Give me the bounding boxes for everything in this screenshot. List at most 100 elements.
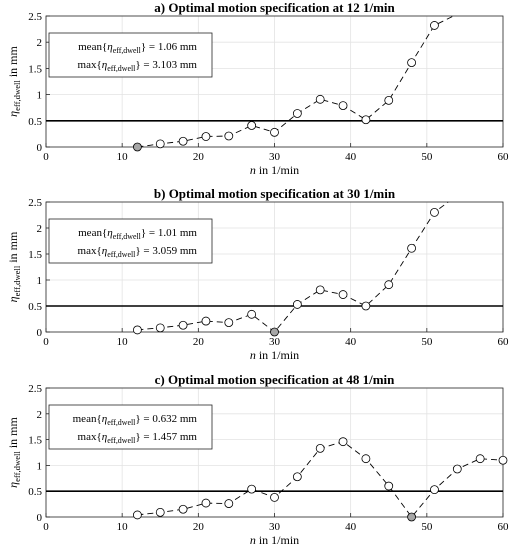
x-tick-label: 50 <box>421 336 433 348</box>
y-tick-label: 2 <box>37 223 43 235</box>
stats-mean: mean{ηeff,dwell} = 0.632 mm <box>73 413 198 427</box>
data-point <box>201 498 211 508</box>
y-tick-label: 0.5 <box>28 116 42 128</box>
y-axis-label: ηeff,dwell in mm <box>6 416 22 487</box>
data-point <box>247 121 257 130</box>
y-tick-label: 2 <box>37 409 43 421</box>
x-axis-label: n in 1/min <box>250 348 299 362</box>
x-tick-label: 40 <box>345 336 357 348</box>
y-tick-label: 1 <box>37 275 43 287</box>
data-point <box>407 58 417 68</box>
x-tick-label: 50 <box>421 521 433 533</box>
x-tick-label: 40 <box>345 151 357 163</box>
data-point <box>178 320 188 330</box>
x-tick-label: 60 <box>498 336 510 348</box>
y-tick-label: 0.5 <box>28 301 42 313</box>
data-point <box>155 323 165 333</box>
data-point <box>498 455 508 465</box>
data-point <box>201 316 211 326</box>
data-point <box>475 454 485 464</box>
x-axis-label: n in 1/min <box>250 163 299 177</box>
data-point <box>430 207 439 217</box>
data-point <box>338 101 348 111</box>
stats-mean: mean{ηeff,dwell} = 1.06 mm <box>78 41 197 55</box>
y-tick-label: 2.5 <box>28 383 42 395</box>
x-tick-label: 0 <box>43 521 49 533</box>
y-axis-label: ηeff,dwell in mm <box>6 231 22 302</box>
x-axis-label: n in 1/min <box>250 533 299 547</box>
highlight-point <box>270 327 279 337</box>
data-point <box>224 499 234 508</box>
y-tick-label: 0 <box>37 142 43 154</box>
data-point <box>338 437 348 447</box>
x-tick-label: 10 <box>117 151 129 163</box>
y-tick-label: 2.5 <box>28 11 42 23</box>
x-tick-label: 0 <box>43 336 49 348</box>
stats-box <box>48 32 213 78</box>
x-tick-label: 60 <box>498 151 510 163</box>
data-point <box>430 485 439 495</box>
data-point <box>270 127 279 137</box>
data-point <box>407 243 417 253</box>
data-point <box>247 309 257 319</box>
x-tick-label: 30 <box>269 336 281 348</box>
y-tick-label: 2.5 <box>28 197 42 209</box>
data-point <box>155 507 165 517</box>
highlight-point <box>132 142 142 152</box>
data-point <box>315 285 325 295</box>
y-tick-label: 0.5 <box>28 486 42 498</box>
data-point <box>292 300 302 309</box>
y-tick-label: 2 <box>37 37 43 49</box>
data-point <box>270 492 279 502</box>
data-point <box>224 131 234 141</box>
data-point <box>384 95 394 105</box>
data-point <box>201 132 211 141</box>
data-point <box>430 21 439 30</box>
x-tick-label: 0 <box>43 151 49 163</box>
x-tick-label: 50 <box>421 151 433 163</box>
stats-box <box>48 404 213 450</box>
x-tick-label: 20 <box>193 336 205 348</box>
stats-max: max{ηeff,dwell} = 3.059 mm <box>78 245 198 259</box>
data-point <box>361 454 371 464</box>
stats-max: max{ηeff,dwell} = 1.457 mm <box>78 431 198 445</box>
panel-title: c) Optimal motion specification at 48 1/… <box>155 372 396 387</box>
y-axis-label: ηeff,dwell in mm <box>6 45 22 116</box>
data-point <box>132 325 142 335</box>
x-tick-label: 30 <box>269 521 281 533</box>
stats-box <box>48 218 213 264</box>
data-point <box>247 484 257 494</box>
y-tick-label: 0 <box>37 327 43 339</box>
data-point <box>361 115 371 125</box>
data-point <box>361 301 371 311</box>
data-point <box>315 94 325 104</box>
x-tick-label: 10 <box>117 336 129 348</box>
data-point <box>292 109 302 118</box>
data-point <box>292 472 302 482</box>
highlight-point <box>407 512 417 522</box>
y-tick-label: 1.5 <box>28 435 42 447</box>
data-point <box>224 318 234 328</box>
stats-mean: mean{ηeff,dwell} = 1.01 mm <box>78 227 197 241</box>
data-point <box>338 290 348 299</box>
y-tick-label: 1 <box>37 460 43 472</box>
y-tick-label: 1 <box>37 90 43 102</box>
y-tick-label: 0 <box>37 512 43 524</box>
stats-max: max{ηeff,dwell} = 3.103 mm <box>78 59 198 73</box>
x-tick-label: 40 <box>345 521 357 533</box>
data-point <box>452 464 462 474</box>
y-tick-label: 1.5 <box>28 249 42 261</box>
data-point <box>178 504 188 514</box>
data-point <box>132 510 142 520</box>
data-point <box>178 136 188 146</box>
x-tick-label: 60 <box>498 521 510 533</box>
data-point <box>384 280 394 290</box>
x-tick-label: 20 <box>193 151 205 163</box>
panel-title: b) Optimal motion specification at 30 1/… <box>154 186 396 201</box>
x-tick-label: 20 <box>193 521 205 533</box>
data-point <box>315 443 325 453</box>
panel-title: a) Optimal motion specification at 12 1/… <box>154 0 395 15</box>
x-tick-label: 10 <box>117 521 129 533</box>
